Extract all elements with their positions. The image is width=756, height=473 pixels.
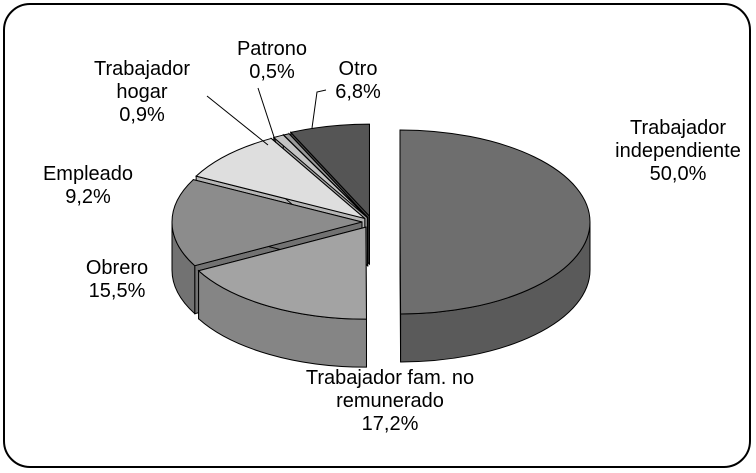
slice-label: Trabajador independiente 50,0% (603, 117, 753, 186)
value-label: 9,2% (65, 186, 111, 208)
leader-line (257, 87, 277, 144)
category-label: Empleado (42, 163, 134, 185)
category-label: Otro (338, 58, 378, 80)
chart-frame (3, 3, 751, 468)
value-label: 50,0% (649, 163, 707, 185)
leader-line (206, 95, 269, 146)
category-label: Trabajador hogar (94, 58, 190, 103)
pie-slice (197, 226, 367, 368)
slice-label: Patrono 0,5% (217, 38, 327, 84)
category-label: Trabajador fam. no remunerado (305, 367, 475, 412)
value-label: 0,5% (249, 61, 295, 83)
leader-line (311, 89, 327, 129)
category-label: Trabajador independiente (615, 117, 741, 162)
slice-label: Otro 6,8% (318, 58, 398, 104)
slice-top (195, 137, 366, 220)
value-label: 0,9% (119, 104, 165, 126)
slice-top (171, 179, 363, 267)
slice-label: Obrero 15,5% (62, 257, 172, 303)
value-label: 6,8% (335, 81, 381, 103)
slice-top (399, 129, 591, 315)
slice-top (289, 123, 370, 218)
slice-label: Trabajador hogar 0,9% (77, 58, 207, 127)
pie-slice (399, 129, 591, 363)
slice-label: Empleado 9,2% (33, 163, 143, 209)
slice-side-shade (198, 270, 367, 368)
category-label: Patrono (236, 38, 308, 60)
pie (171, 123, 591, 368)
value-label: 15,5% (88, 280, 146, 302)
slice-label: Trabajador fam. no remunerado 17,2% (303, 367, 478, 436)
value-label: 17,2% (361, 413, 419, 435)
slice-top (197, 226, 367, 320)
category-label: Obrero (85, 257, 149, 279)
slice-side-shade (400, 221, 590, 362)
